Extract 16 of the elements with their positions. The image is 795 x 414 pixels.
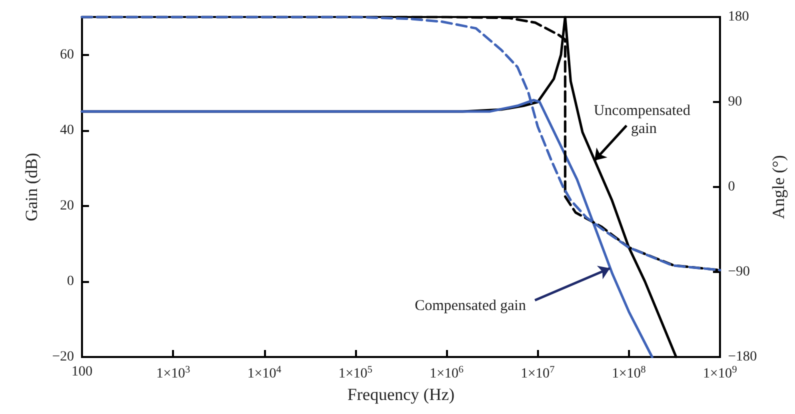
y2-tick-label: 0: [728, 180, 735, 194]
y-tick-label: 60: [60, 47, 74, 62]
x-axis-title: Frequency (Hz): [347, 384, 455, 404]
y2-tick-label: −180: [728, 350, 757, 364]
y-tick-label: 0: [67, 274, 74, 289]
y2-axis-title: Angle (°): [769, 155, 788, 219]
x-tick-label: 100: [72, 364, 92, 380]
y-axis-title: Gain (dB): [22, 152, 41, 222]
annotation: Uncompensated gain: [594, 102, 694, 137]
y2-tick-label: −90: [728, 264, 750, 280]
y2-tick-label: 180: [728, 10, 749, 24]
annotation: Compensated gain: [414, 298, 526, 314]
y-tick-label: 20: [60, 198, 74, 214]
y-tick-label: −20: [52, 350, 74, 364]
y2-tick-label: 90: [728, 94, 742, 110]
y-tick-label: 40: [60, 122, 74, 138]
